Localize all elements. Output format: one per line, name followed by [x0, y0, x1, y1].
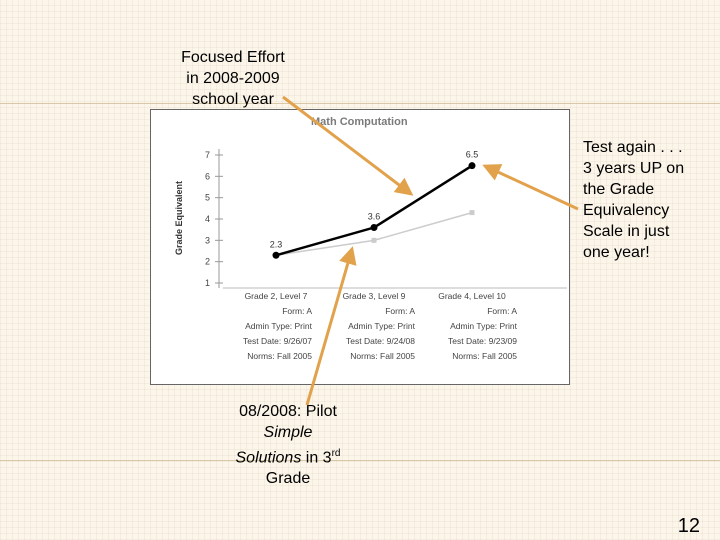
simple-word: Simple: [263, 424, 313, 441]
data-label: 6.5: [466, 150, 479, 160]
detail-cell: Form: A: [282, 306, 312, 316]
detail-cell: Admin Type: Print: [245, 321, 313, 331]
detail-cell: Norms: Fall 2005: [247, 351, 312, 361]
plot-area: 1 2 3 4 5 6 7 2.3 3.6 6.5: [205, 149, 567, 289]
main-series-point: [272, 251, 280, 259]
y-tick-label: 5: [205, 193, 210, 203]
pilot-line-1: 08/2008: Pilot: [239, 403, 337, 420]
slide-bottom-line: [0, 460, 720, 461]
category-label: Grade 4, Level 10: [438, 291, 506, 301]
pilot-line-3-rest: in 3: [301, 449, 332, 467]
test-again-line-6: one year!: [583, 244, 650, 261]
y-tick-label: 1: [205, 278, 210, 288]
test-again-line-3: the Grade: [583, 181, 655, 198]
detail-cell: Test Date: 9/23/09: [448, 336, 517, 346]
detail-cell: Admin Type: Print: [450, 321, 518, 331]
detail-cell: Form: A: [385, 306, 415, 316]
focused-effort-line-1: Focused Effort: [181, 49, 285, 66]
category-label: Grade 3, Level 9: [343, 291, 406, 301]
test-again-line-1: Test again . . .: [583, 139, 683, 156]
y-tick-label: 4: [205, 214, 210, 224]
test-again-line-4: Equivalency: [583, 202, 670, 219]
pilot-line-4: Grade: [265, 470, 311, 488]
pilot-line-2: Simple: [220, 422, 356, 443]
solutions-word: Solutions: [235, 449, 302, 467]
focused-effort-line-2: in 2008-2009: [186, 70, 280, 87]
main-series-point: [370, 224, 378, 232]
slide-top-line: [0, 103, 720, 104]
detail-cell: Form: A: [487, 306, 517, 316]
category-label: Grade 2, Level 7: [245, 291, 308, 301]
test-again-line-5: Scale in just: [583, 223, 670, 240]
y-axis-label: Grade Equivalent: [174, 181, 184, 255]
comparison-point: [371, 237, 377, 243]
y-tick-label: 2: [205, 257, 210, 267]
y-tick-label: 3: [205, 235, 210, 245]
focused-effort-note: Focused Effort in 2008-2009 school year: [160, 47, 306, 110]
slide-number: 12: [677, 515, 700, 537]
comparison-point: [469, 210, 475, 216]
chart-title: Math Computation: [311, 116, 408, 128]
math-computation-chart: Math Computation Grade Equivalent 1 2 3 4 5 6…: [150, 109, 570, 385]
test-details-table: Grade 2, Level 7 Form: A Admin Type: Print…: [243, 291, 518, 361]
pilot-line-3: Solutions in 3rd: [220, 443, 356, 468]
main-series-point: [468, 162, 476, 170]
detail-cell: Test Date: 9/24/08: [346, 336, 415, 346]
data-label: 2.3: [270, 239, 283, 249]
data-label: 3.6: [368, 212, 381, 222]
focused-effort-line-3: school year: [192, 91, 274, 108]
pilot-note: 08/2008: Pilot Simple Solutions in 3rd G…: [220, 401, 356, 489]
test-again-line-2: 3 years UP on: [583, 160, 685, 177]
test-again-note: Test again . . . 3 years UP on the Grade…: [583, 137, 713, 263]
detail-cell: Norms: Fall 2005: [350, 351, 415, 361]
chart-canvas: Math Computation Grade Equivalent 1 2 3 4 5 6…: [174, 116, 567, 361]
detail-cell: Norms: Fall 2005: [452, 351, 517, 361]
y-tick-label: 7: [205, 150, 210, 160]
ordinal-suffix: rd: [331, 448, 341, 459]
detail-cell: Test Date: 9/26/07: [243, 336, 312, 346]
y-tick-label: 6: [205, 171, 210, 181]
detail-cell: Admin Type: Print: [348, 321, 416, 331]
